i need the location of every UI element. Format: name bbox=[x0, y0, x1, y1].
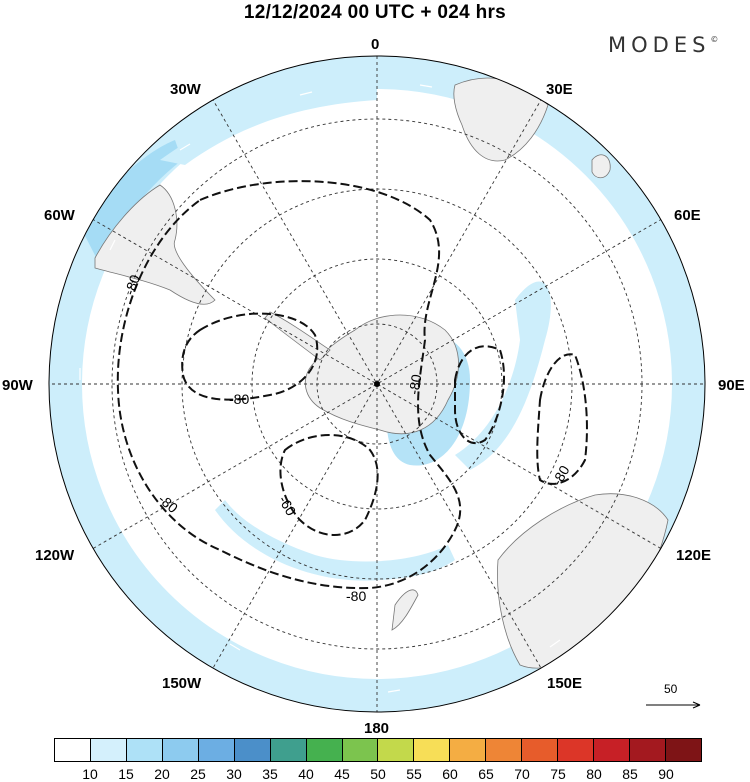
brand-name: MODES bbox=[608, 33, 711, 57]
new-zealand bbox=[391, 589, 419, 631]
lon-label-60w: 60W bbox=[44, 207, 76, 224]
wind-band-west bbox=[82, 140, 182, 265]
colorbar-swatch bbox=[270, 739, 307, 761]
south-america bbox=[94, 184, 216, 305]
geopotential-contours bbox=[116, 180, 588, 590]
polar-map: -80 -80 -80 -80 -80 -80 -60 0 30E 60E 90… bbox=[2, 36, 745, 737]
contour-label: -80 bbox=[121, 272, 143, 297]
wind-band-east bbox=[455, 281, 551, 470]
contour-outer bbox=[116, 180, 462, 590]
contour-label: -80 bbox=[229, 391, 249, 407]
contour-label: -80 bbox=[346, 588, 366, 604]
reference-vector-label: 50 bbox=[664, 682, 678, 696]
colorbar-tick-label: 75 bbox=[550, 766, 566, 782]
antarctica bbox=[304, 314, 459, 434]
wind-arrow bbox=[549, 639, 561, 648]
contour-east-low bbox=[454, 345, 506, 445]
south-pole-marker bbox=[374, 381, 380, 387]
colorbar-tick-label: 70 bbox=[514, 766, 530, 782]
lon-label-150e: 150E bbox=[547, 675, 582, 692]
lon-label-90w: 90W bbox=[2, 377, 34, 394]
wind-arrow bbox=[419, 84, 433, 88]
lon-label-150w: 150W bbox=[162, 675, 202, 692]
wind-band-sw bbox=[215, 500, 455, 581]
wind-arrow bbox=[109, 239, 116, 251]
colorbar-swatch bbox=[594, 739, 630, 761]
lon-label-30w: 30W bbox=[170, 81, 202, 98]
lon-label-30e: 30E bbox=[546, 81, 573, 98]
wind-arrow bbox=[299, 91, 313, 96]
colorbar-swatch bbox=[665, 739, 701, 761]
reference-vector bbox=[646, 701, 701, 709]
colorbar-tick-label: 85 bbox=[622, 766, 638, 782]
colorbar-tick-label: 30 bbox=[226, 766, 242, 782]
colorbar-swatch bbox=[55, 739, 91, 761]
colorbar-tick-label: 55 bbox=[406, 766, 422, 782]
colorbar-swatch bbox=[126, 739, 163, 761]
colorbar-swatch bbox=[342, 739, 379, 761]
lon-label-90e: 90E bbox=[718, 377, 745, 394]
lon-label-120e: 120E bbox=[676, 547, 711, 564]
colorbar-swatch bbox=[414, 739, 451, 761]
colorbar-tick-label: 10 bbox=[82, 766, 98, 782]
colorbar-swatch bbox=[486, 739, 523, 761]
wind-arrow bbox=[645, 479, 651, 492]
colorbar-tick-label: 50 bbox=[370, 766, 386, 782]
colorbar-swatch bbox=[306, 739, 343, 761]
colorbar-swatch bbox=[162, 739, 199, 761]
madagascar bbox=[591, 154, 611, 179]
lon-label-0: 0 bbox=[371, 36, 379, 53]
wind-arrow bbox=[659, 329, 663, 343]
longitude-labels: 0 30E 60E 90E 120E 150E 180 150W 120W 90… bbox=[2, 36, 745, 737]
colorbar-labels: 10 15 20 25 30 35 40 45 50 55 60 65 70 75 80 85 90 bbox=[54, 766, 702, 782]
wind-band-north bbox=[160, 80, 377, 165]
colorbar-tick-label: 90 bbox=[658, 766, 674, 782]
brand-logo: MODES© bbox=[608, 33, 718, 57]
colorbar-tick-label: 65 bbox=[478, 766, 494, 782]
colorbar-swatch bbox=[90, 739, 127, 761]
colorbar-swatch bbox=[378, 739, 415, 761]
reference-vector-head bbox=[692, 701, 701, 709]
wind-arrow bbox=[179, 143, 191, 151]
colorbar-swatch bbox=[558, 739, 595, 761]
lon-label-60e: 60E bbox=[674, 207, 701, 224]
colorbar-tick-label: 80 bbox=[586, 766, 602, 782]
land-masses bbox=[94, 77, 669, 669]
colorbar bbox=[54, 738, 702, 762]
colorbar-tick-label: 35 bbox=[262, 766, 278, 782]
colorbar-swatch bbox=[630, 739, 666, 761]
wind-arrow bbox=[229, 643, 241, 651]
meridian-60w-120e bbox=[86, 215, 668, 553]
colorbar-tick-label: 40 bbox=[298, 766, 314, 782]
map-content bbox=[49, 56, 705, 712]
colorbar-swatch bbox=[450, 739, 487, 761]
map-title: 12/12/2024 00 UTC + 024 hrs bbox=[243, 2, 507, 23]
contour-far-east bbox=[536, 353, 588, 485]
map-boundary bbox=[48, 55, 706, 713]
wind-vectors bbox=[79, 84, 663, 693]
wind-arrow bbox=[114, 509, 121, 521]
wind-arrow bbox=[599, 209, 607, 221]
brand-mark: © bbox=[710, 35, 719, 44]
meridian-60e-120w bbox=[86, 215, 668, 553]
lon-label-120w: 120W bbox=[35, 547, 75, 564]
colorbar-tick-label: 15 bbox=[118, 766, 134, 782]
wind-arrow bbox=[387, 689, 401, 693]
colorbar-tick-label: 25 bbox=[190, 766, 206, 782]
colorbar-swatch bbox=[198, 739, 235, 761]
colorbar-tick-label: 60 bbox=[442, 766, 458, 782]
colorbar-tick-label: 45 bbox=[334, 766, 350, 782]
contour-label: -80 bbox=[405, 373, 424, 396]
lon-label-180: 180 bbox=[364, 720, 389, 737]
colorbar-swatch bbox=[522, 739, 559, 761]
colorbar-tick-label: 20 bbox=[154, 766, 170, 782]
contour-south-low bbox=[279, 434, 379, 536]
colorbar-swatch bbox=[234, 739, 271, 761]
contour-west-low bbox=[181, 312, 319, 401]
